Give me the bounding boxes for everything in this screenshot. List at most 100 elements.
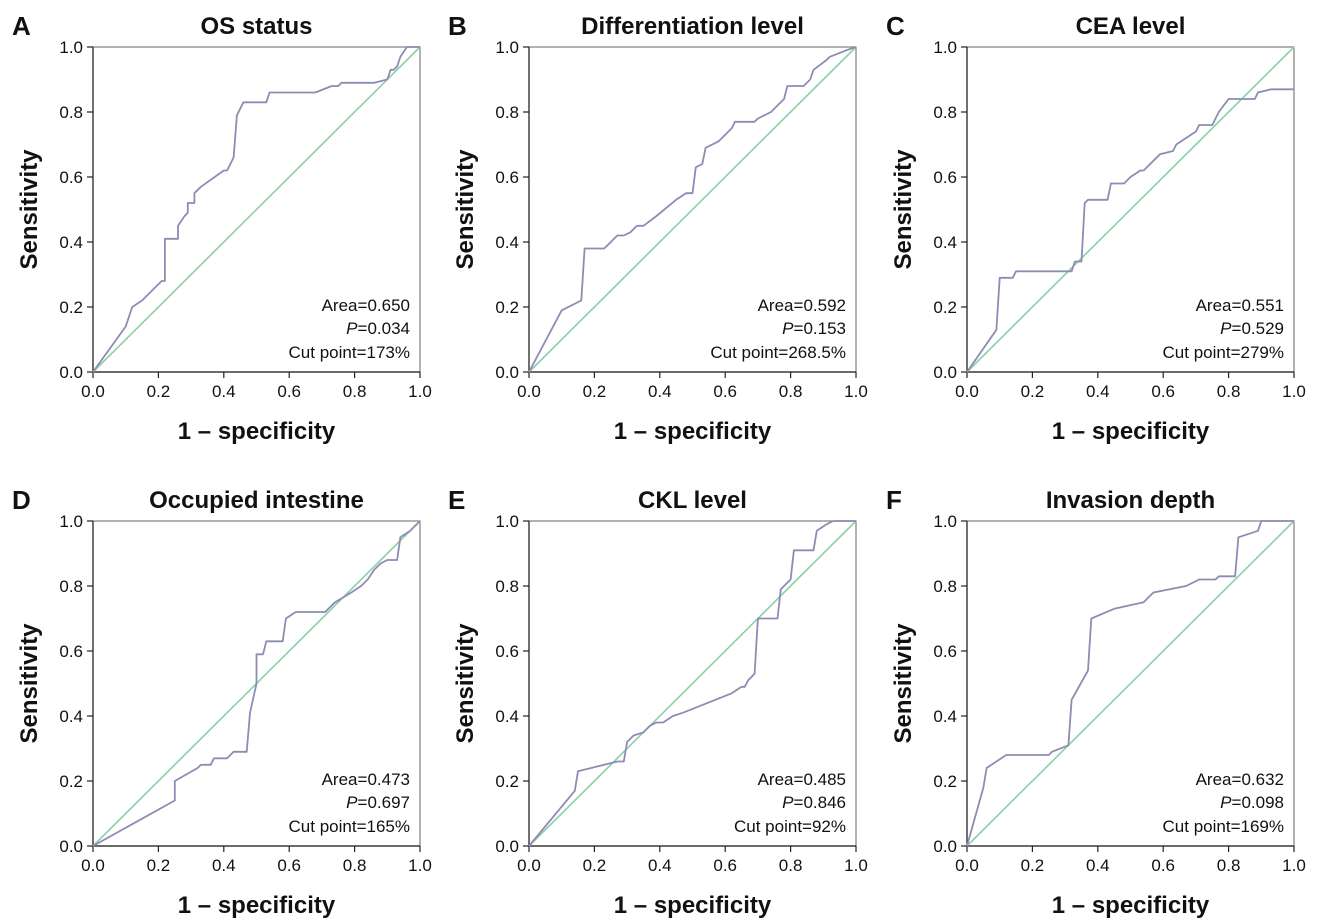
annotation-cut-point: Cut point=279% xyxy=(1163,343,1284,362)
x-tick-label: 0.0 xyxy=(955,856,979,875)
x-tick-label: 0.8 xyxy=(343,382,367,401)
y-tick-label: 1.0 xyxy=(933,512,957,531)
x-tick-label: 0.8 xyxy=(779,856,803,875)
y-tick-label: 1.0 xyxy=(495,38,519,57)
x-tick-label: 0.4 xyxy=(648,382,672,401)
roc-curve xyxy=(966,88,1294,373)
panel-title: OS status xyxy=(200,13,312,40)
x-tick-label: 0.6 xyxy=(277,382,301,401)
x-tick-label: 1.0 xyxy=(408,382,432,401)
x-tick-label: 0.0 xyxy=(517,382,541,401)
annotation-p-value: P=0.098 xyxy=(1220,793,1284,812)
x-tick-label: 0.2 xyxy=(147,382,171,401)
x-tick-label: 0.0 xyxy=(517,856,541,875)
roc-curve xyxy=(528,520,856,847)
panel-c: C CEA level 0.0 0.2 0.4 0.6 0.8 1.0 0.0 0.2 0.4 0.6… xyxy=(886,11,1306,445)
annotation-cut-point: Cut point=165% xyxy=(289,817,410,836)
y-tick-label: 0.2 xyxy=(59,772,83,791)
panel-title: Differentiation level xyxy=(581,13,804,40)
panel-title: Invasion depth xyxy=(1046,487,1215,514)
x-tick-label: 1.0 xyxy=(408,856,432,875)
annotation-p-value: P=0.529 xyxy=(1220,319,1284,338)
roc-curve xyxy=(528,46,857,373)
y-tick-label: 0.8 xyxy=(495,103,519,122)
x-tick-label: 0.4 xyxy=(1086,382,1110,401)
y-tick-label: 0.2 xyxy=(495,772,519,791)
x-tick-label: 0.4 xyxy=(212,382,236,401)
x-tick-label: 0.0 xyxy=(81,382,105,401)
y-tick-label: 1.0 xyxy=(933,38,957,57)
y-tick-label: 0.4 xyxy=(933,707,957,726)
y-tick-label: 0.8 xyxy=(495,577,519,596)
annotation-area: Area=0.632 xyxy=(1196,770,1284,789)
x-tick-label: 0.8 xyxy=(1217,856,1241,875)
y-axis-label: Sensitivity xyxy=(890,149,917,270)
y-tick-label: 0.6 xyxy=(495,642,519,661)
panel-e: E CKL level 0.0 0.2 0.4 0.6 0.8 1.0 0.0 0.2 0.4 0.6… xyxy=(448,485,868,919)
panel-title: CKL level xyxy=(638,487,747,514)
y-tick-label: 0.2 xyxy=(933,772,957,791)
x-tick-label: 0.2 xyxy=(583,382,607,401)
y-tick-label: 0.4 xyxy=(59,233,83,252)
reference-line xyxy=(528,520,857,847)
panel-f: F Invasion depth 0.0 0.2 0.4 0.6 0.8 1.0 0.0 0.2 0… xyxy=(886,485,1306,919)
annotation-area: Area=0.592 xyxy=(758,296,846,315)
x-tick-label: 0.6 xyxy=(713,856,737,875)
y-tick-label: 0.6 xyxy=(59,168,83,187)
y-tick-label: 0.4 xyxy=(59,707,83,726)
roc-curve xyxy=(92,520,421,847)
y-tick-label: 1.0 xyxy=(59,512,83,531)
x-tick-label: 0.4 xyxy=(648,856,672,875)
x-tick-label: 1.0 xyxy=(844,856,868,875)
reference-line xyxy=(528,46,857,373)
x-tick-label: 0.4 xyxy=(1086,856,1110,875)
y-tick-label: 0.0 xyxy=(59,363,83,382)
panel-d: D Occupied intestine 0.0 0.2 0.4 0.6 0.8 1.0 0.0… xyxy=(12,485,432,919)
y-axis-label: Sensitivity xyxy=(452,623,479,744)
y-tick-label: 0.6 xyxy=(933,168,957,187)
y-axis-label: Sensitivity xyxy=(16,149,43,270)
x-tick-label: 0.6 xyxy=(277,856,301,875)
x-tick-label: 1.0 xyxy=(1282,856,1306,875)
y-tick-label: 0.4 xyxy=(933,233,957,252)
panel-letter: C xyxy=(886,11,905,41)
x-tick-label: 0.8 xyxy=(1217,382,1241,401)
panel-letter: D xyxy=(12,485,31,515)
y-tick-label: 0.6 xyxy=(59,642,83,661)
annotation-cut-point: Cut point=169% xyxy=(1163,817,1284,836)
y-axis-label: Sensitivity xyxy=(890,623,917,744)
x-tick-label: 0.6 xyxy=(1151,382,1175,401)
panel-letter: A xyxy=(12,11,31,41)
annotation-area: Area=0.551 xyxy=(1196,296,1284,315)
y-tick-label: 0.2 xyxy=(933,298,957,317)
annotation-p-value: P=0.697 xyxy=(346,793,410,812)
x-axis-label: 1 – specificity xyxy=(614,418,772,445)
x-axis-label: 1 – specificity xyxy=(614,892,772,919)
y-axis-label: Sensitivity xyxy=(452,149,479,270)
panel-title: Occupied intestine xyxy=(149,487,364,514)
y-tick-label: 0.2 xyxy=(495,298,519,317)
panel-title: CEA level xyxy=(1076,13,1186,40)
y-tick-label: 0.4 xyxy=(495,233,519,252)
y-tick-label: 0.8 xyxy=(59,103,83,122)
panel-letter: E xyxy=(448,485,465,515)
annotation-p-value: P=0.034 xyxy=(346,319,410,338)
x-axis-label: 1 – specificity xyxy=(1052,892,1210,919)
reference-line xyxy=(92,46,421,373)
x-tick-label: 0.8 xyxy=(779,382,803,401)
annotation-area: Area=0.650 xyxy=(322,296,410,315)
panel-letter: B xyxy=(448,11,467,41)
y-tick-label: 0.8 xyxy=(59,577,83,596)
y-tick-label: 0.0 xyxy=(495,837,519,856)
roc-curve xyxy=(92,46,420,373)
x-tick-label: 0.6 xyxy=(1151,856,1175,875)
panel-letter: F xyxy=(886,485,902,515)
annotation-area: Area=0.485 xyxy=(758,770,846,789)
x-tick-label: 0.2 xyxy=(1021,856,1045,875)
x-tick-label: 0.6 xyxy=(713,382,737,401)
annotation-cut-point: Cut point=173% xyxy=(289,343,410,362)
y-tick-label: 0.0 xyxy=(59,837,83,856)
x-tick-label: 0.8 xyxy=(343,856,367,875)
x-tick-label: 1.0 xyxy=(844,382,868,401)
